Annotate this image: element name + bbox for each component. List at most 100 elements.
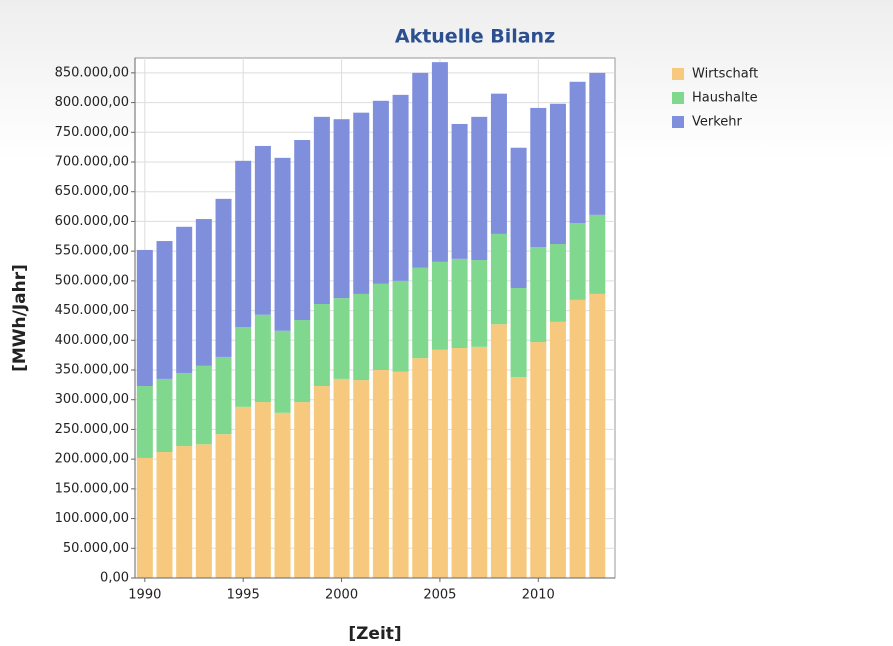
bar-segment (510, 287, 527, 378)
bar-segment (510, 377, 527, 578)
legend-label: Verkehr (692, 115, 743, 130)
bar-segment (333, 119, 350, 299)
bar-segment (274, 157, 291, 331)
legend-label: Wirtschaft (692, 67, 758, 82)
x-tick-label: 2005 (423, 588, 456, 603)
y-tick-label: 250.000,00 (55, 422, 129, 437)
bar-segment (235, 160, 252, 328)
bar-segment (313, 116, 330, 305)
bar-segment (451, 348, 468, 578)
bar-segment (510, 147, 527, 288)
bar-segment (549, 103, 566, 245)
y-tick-label: 400.000,00 (55, 333, 129, 348)
bar-segment (589, 293, 606, 578)
bar-segment (549, 244, 566, 322)
y-tick-label: 350.000,00 (55, 363, 129, 378)
y-tick-label: 600.000,00 (55, 214, 129, 229)
bar-segment (176, 446, 193, 578)
bar-segment (490, 324, 507, 578)
bar-segment (490, 93, 507, 234)
bar-segment (156, 378, 173, 453)
y-tick-label: 150.000,00 (55, 481, 129, 496)
legend-swatch (672, 92, 684, 104)
legend-label: Haushalte (692, 91, 758, 106)
bar-segment (156, 452, 173, 578)
legend-swatch (672, 68, 684, 80)
x-axis-label: [Zeit] (348, 624, 401, 644)
y-tick-label: 700.000,00 (55, 155, 129, 170)
bar-segment (254, 145, 271, 315)
y-tick-label: 650.000,00 (55, 184, 129, 199)
bar-segment (451, 258, 468, 349)
bar-segment (294, 140, 311, 321)
bar-segment (392, 371, 409, 578)
bar-segment (589, 214, 606, 294)
bar-segment (195, 219, 212, 366)
bar-segment (313, 304, 330, 387)
bar-segment (176, 372, 193, 447)
bar-segment (136, 386, 153, 458)
bar-segment (589, 72, 606, 215)
bar-segment (471, 346, 488, 578)
bar-segment (412, 358, 429, 578)
y-tick-label: 0,00 (100, 571, 129, 586)
y-tick-label: 800.000,00 (55, 95, 129, 110)
y-tick-label: 500.000,00 (55, 273, 129, 288)
bar-segment (471, 116, 488, 261)
bar-segment (313, 386, 330, 578)
y-tick-label: 200.000,00 (55, 452, 129, 467)
bar-segment (412, 72, 429, 268)
bar-segment (412, 267, 429, 359)
bar-segment (235, 327, 252, 407)
bar-segment (372, 283, 389, 370)
bar-segment (235, 406, 252, 578)
bar-segment (530, 246, 547, 343)
bar-segment (431, 349, 448, 578)
x-tick-label: 1995 (227, 588, 260, 603)
bar-segment (490, 233, 507, 325)
bar-segment (195, 365, 212, 445)
bar-segment (294, 320, 311, 403)
bar-segment (215, 434, 232, 578)
bar-segment (274, 330, 291, 413)
y-tick-label: 750.000,00 (55, 125, 129, 140)
bar-segment (333, 298, 350, 379)
bar-segment (530, 107, 547, 247)
bar-segment (353, 380, 370, 578)
y-tick-label: 50.000,00 (63, 541, 129, 556)
bar-segment (353, 293, 370, 381)
bar-segment (431, 261, 448, 350)
bar-segment (530, 342, 547, 578)
y-axis-label: [MWh/Jahr] (10, 264, 30, 372)
x-tick-label: 2000 (325, 588, 358, 603)
bar-segment (156, 241, 173, 379)
chart-title: Aktuelle Bilanz (395, 26, 555, 48)
bar-segment (372, 370, 389, 578)
bar-segment (254, 314, 271, 403)
bar-segment (294, 402, 311, 578)
bar-segment (569, 299, 586, 578)
bar-segment (372, 100, 389, 284)
bar-segment (254, 402, 271, 578)
bar-segment (136, 249, 153, 387)
bar-segment (353, 112, 370, 294)
bar-segment (392, 94, 409, 281)
legend-swatch (672, 116, 684, 128)
bar-segment (215, 356, 232, 435)
y-tick-label: 550.000,00 (55, 244, 129, 259)
bar-segment (569, 223, 586, 300)
y-tick-label: 300.000,00 (55, 392, 129, 407)
bar-segment (136, 457, 153, 578)
bar-segment (274, 412, 291, 578)
bar-segment (549, 321, 566, 578)
bar-segment (195, 444, 212, 578)
bar-segment (176, 226, 193, 373)
bar-segment (392, 280, 409, 372)
bar-segment (333, 378, 350, 578)
y-tick-label: 850.000,00 (55, 65, 129, 80)
bar-segment (471, 260, 488, 347)
y-tick-label: 100.000,00 (55, 511, 129, 526)
bar-segment (215, 198, 232, 357)
x-tick-label: 2010 (522, 588, 555, 603)
